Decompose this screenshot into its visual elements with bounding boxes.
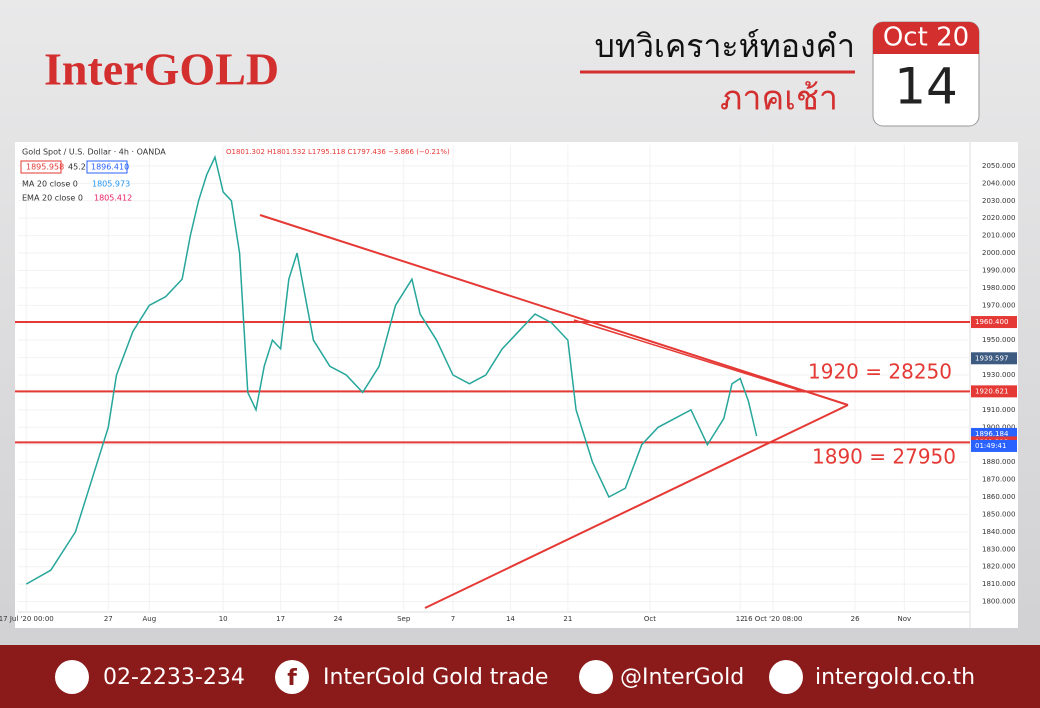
price-label-box (971, 352, 1017, 365)
x-tick-label: Nov (898, 615, 912, 623)
y-tick-label: 2010.000 (982, 232, 1015, 240)
x-tick-label: Sep (397, 615, 411, 623)
price-label: 1920.621 (975, 387, 1008, 395)
countdown-box (971, 439, 1017, 452)
bid: 1895.958 (26, 163, 64, 172)
x-tick-label: 17 (276, 615, 285, 623)
ema-label: EMA 20 close 0 (22, 194, 83, 203)
x-tick-label: 12 (736, 615, 745, 623)
bid-box (20, 160, 62, 174)
x-tick-label: 26 (851, 615, 860, 623)
annotation: 1920 = 28250 (808, 360, 952, 384)
y-tick-label: 1980.000 (982, 284, 1015, 292)
facebook: InterGold Gold trade (323, 665, 548, 690)
brand: InterGOLD (44, 44, 279, 95)
y-tick-label: 1810.000 (982, 580, 1015, 588)
y-tick-label: 1970.000 (982, 301, 1015, 309)
phone-icon (55, 660, 89, 694)
price-label-box (971, 316, 1017, 329)
ma-label: MA 20 close 0 (22, 180, 78, 189)
subtitle: ภาคเช้า (720, 79, 838, 119)
ma-value: 1805.973 (92, 180, 130, 189)
calendar-top (873, 22, 979, 54)
title: บทวิเคราะห์ทองคำ (595, 27, 855, 65)
price-line (25, 154, 758, 585)
x-tick-label: 10 (219, 615, 228, 623)
trendline (424, 404, 849, 609)
y-tick-label: 1800.000 (982, 598, 1015, 606)
y-tick-label: 1840.000 (982, 528, 1015, 536)
trendline (259, 214, 849, 406)
price-label: 1960.400 (975, 318, 1008, 326)
y-tick-label: 1820.000 (982, 563, 1015, 571)
ask: 1896.410 (91, 163, 129, 172)
calendar-day: 14 (894, 58, 958, 116)
y-tick-label: 1870.000 (982, 476, 1015, 484)
footer (0, 645, 1040, 708)
facebook-glyph: f (287, 666, 297, 691)
y-tick-label: 1910.000 (982, 406, 1015, 414)
symbol: Gold Spot / U.S. Dollar · 4h · OANDA (22, 148, 166, 157)
price-label: 1939.597 (975, 354, 1008, 362)
x-tick-label: 14 (506, 615, 515, 623)
x-tick-label: 24 (334, 615, 343, 623)
line-icon (579, 660, 613, 694)
ask-box (86, 160, 128, 174)
price-label-box (971, 385, 1017, 398)
calendar-month: Oct 20 (883, 23, 969, 53)
y-tick-label: 2040.000 (982, 179, 1015, 187)
x-tick-label: 17 Jul '20 00:00 (0, 615, 54, 623)
x-tick-label: 27 (104, 615, 113, 623)
y-tick-label: 2030.000 (982, 197, 1015, 205)
line-id: @InterGold (620, 665, 744, 690)
annotation: 1890 = 27950 (812, 445, 956, 469)
y-tick-label: 1990.000 (982, 266, 1015, 274)
x-tick-label: Oct (644, 615, 656, 623)
y-tick-label: 1830.000 (982, 545, 1015, 553)
web-icon (769, 660, 803, 694)
y-tick-label: 1880.000 (982, 458, 1015, 466)
ohlc: O1801.302 H1801.532 L1795.118 C1797.436 … (226, 148, 450, 156)
y-tick-label: 2050.000 (982, 162, 1015, 170)
spread: 45.2 (68, 163, 86, 172)
y-tick-label: 1950.000 (982, 336, 1015, 344)
y-tick-label: 2020.000 (982, 214, 1015, 222)
x-tick-label: Aug (142, 615, 156, 623)
trendline (573, 319, 806, 393)
y-tick-label: 1860.000 (982, 493, 1015, 501)
x-tick-label: 16 Oct '20 08:00 (744, 615, 803, 623)
phone: 02-2233-234 (103, 665, 245, 690)
y-tick-label: 1900.000 (982, 423, 1015, 431)
x-tick-label: 21 (563, 615, 572, 623)
countdown: 01:49:41 (975, 442, 1006, 450)
y-tick-label: 2000.000 (982, 249, 1015, 257)
chart-panel (15, 142, 1018, 628)
facebook-icon (275, 660, 309, 694)
website: intergold.co.th (815, 665, 975, 690)
y-tick-label: 1930.000 (982, 371, 1015, 379)
ema-value: 1805.412 (94, 194, 132, 203)
x-tick-label: 7 (451, 615, 455, 623)
price-label: 1896.184 (975, 430, 1009, 438)
y-tick-label: 1850.000 (982, 510, 1015, 518)
